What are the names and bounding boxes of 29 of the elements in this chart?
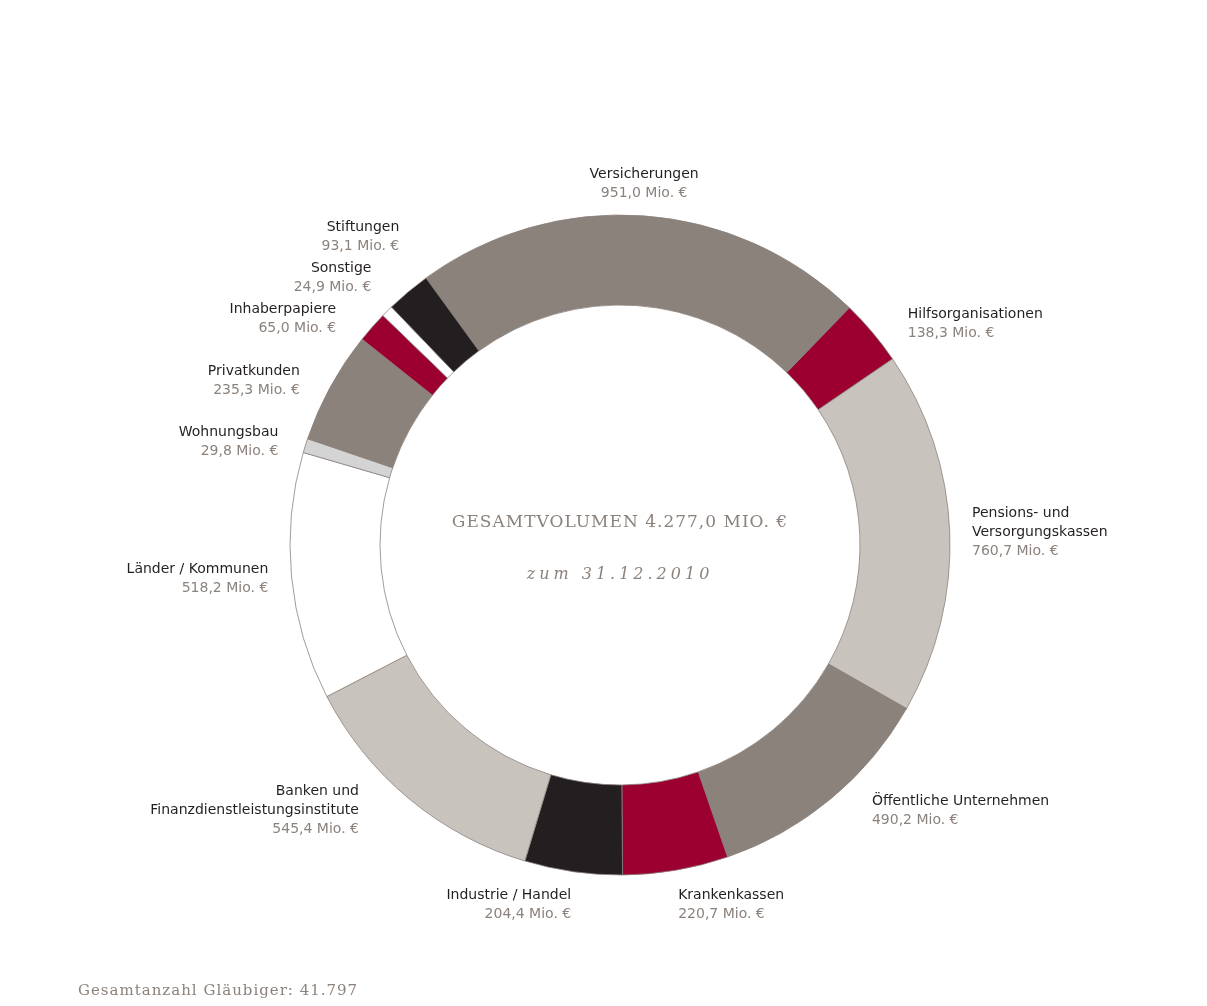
data-label: 518,2 Mio. € bbox=[181, 579, 269, 596]
data-label: 545,4 Mio. € bbox=[272, 820, 359, 837]
slice-label: Inhaberpapiere bbox=[229, 299, 337, 316]
slice-label: Krankenkassen bbox=[678, 886, 785, 902]
slice-label: Hilfsorganisationen bbox=[907, 305, 1043, 322]
slice-label: Versicherungen bbox=[589, 164, 699, 181]
slice-label: Länder / Kommunen bbox=[126, 560, 269, 577]
slice-label: Öffentliche Unternehmen bbox=[871, 790, 1050, 808]
data-label: 951,0 Mio. € bbox=[600, 183, 688, 200]
data-label: 24,9 Mio. € bbox=[293, 277, 372, 294]
text: GESAMTVOLUMEN 4.277,0 MIO. € bbox=[451, 511, 789, 531]
slice-label: Stiftungen bbox=[326, 217, 400, 234]
data-label: 235,3 Mio. € bbox=[213, 380, 300, 397]
slice-label: Pensions- und Versorgungskassen bbox=[972, 503, 1108, 539]
slice-label: Banken und Finanzdienstleistungsinstitute bbox=[150, 782, 359, 818]
data-label: 490,2 Mio. € bbox=[871, 810, 959, 827]
data-label: 138,3 Mio. € bbox=[907, 324, 995, 341]
data-label: 760,7 Mio. € bbox=[972, 541, 1059, 558]
data-label: 220,7 Mio. € bbox=[678, 905, 765, 921]
text: Gesamtanzahl Gläubiger: 41.797 bbox=[78, 981, 359, 999]
text: zum 31.12.2010 bbox=[525, 564, 714, 583]
slice-label: Sonstige bbox=[310, 258, 372, 275]
slice-label: Industrie / Handel bbox=[446, 886, 572, 902]
slice-label: Wohnungsbau bbox=[178, 423, 279, 440]
slice-label: Privatkunden bbox=[207, 361, 300, 378]
data-label: 93,1 Mio. € bbox=[321, 236, 400, 253]
data-label: 204,4 Mio. € bbox=[484, 905, 572, 921]
data-label: 65,0 Mio. € bbox=[258, 318, 337, 335]
data-label: 29,8 Mio. € bbox=[200, 442, 279, 459]
